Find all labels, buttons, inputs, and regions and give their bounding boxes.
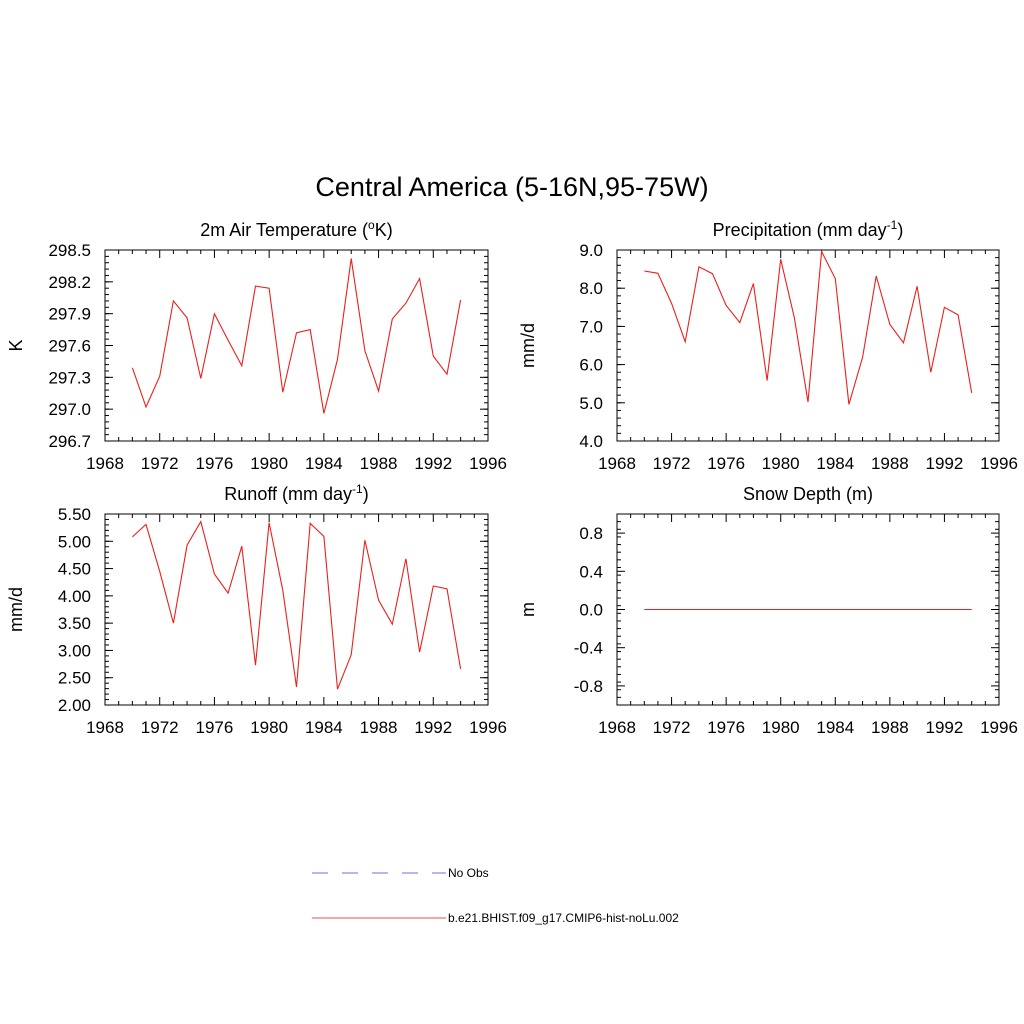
y-axis-label-runoff: mm/d [6, 587, 26, 632]
x-tick-label: 1992 [414, 718, 452, 737]
x-tick-label: 1980 [250, 718, 288, 737]
y-tick-label: 6.0 [579, 356, 603, 375]
figure-title: Central America (5-16N,95-75W) [315, 172, 708, 202]
panel-precipitation: Precipitation (mm day-1) mm/d 1968 1972 1976… [518, 218, 1018, 473]
y-tick-label: 4.00 [58, 587, 91, 606]
legend-label-model: b.e21.BHIST.f09_g17.CMIP6-hist-noLu.002 [448, 911, 679, 925]
x-tick-label: 1992 [926, 454, 964, 473]
legend-label-no-obs: No Obs [448, 866, 489, 880]
panels: 2m Air Temperature (oK) K 1968 1972 1976 1980… [6, 218, 1018, 737]
plot-frame [104, 513, 489, 706]
y-tick-label: 9.0 [579, 241, 603, 260]
x-tick-label: 1968 [86, 454, 124, 473]
x-tick-label: 1980 [762, 718, 800, 737]
y-tick-label: 2.00 [58, 696, 91, 715]
x-tick-label: 1988 [871, 718, 909, 737]
series-line-precipitation [644, 249, 973, 405]
x-tick-label: 1984 [305, 454, 343, 473]
x-tick-label: 1996 [469, 454, 507, 473]
y-axis-label-snow-depth: m [518, 602, 538, 617]
series-line-runoff [132, 520, 462, 690]
plot-frame [616, 249, 1000, 442]
y-tick-label: 5.00 [58, 532, 91, 551]
x-tick-label: 1972 [141, 718, 179, 737]
x-tick-label: 1976 [707, 454, 745, 473]
panel-title-precipitation: Precipitation (mm day-1) [713, 218, 904, 240]
x-tick-label: 1976 [196, 718, 234, 737]
panel-title-runoff: Runoff (mm day-1) [224, 482, 368, 504]
y-tick-label: 3.00 [58, 641, 91, 660]
y-axis-label-temperature: K [6, 339, 26, 351]
y-tick-label: 297.9 [48, 305, 91, 324]
x-tick-label: 1988 [871, 454, 909, 473]
x-tick-label: 1968 [598, 718, 636, 737]
x-tick-label: 1968 [598, 454, 636, 473]
y-tick-label: 297.6 [48, 337, 91, 356]
x-tick-label: 1976 [196, 454, 234, 473]
x-tick-label: 1972 [653, 454, 691, 473]
y-tick-label: 2.50 [58, 669, 91, 688]
x-tick-label: 1972 [653, 718, 691, 737]
y-tick-label: 0.0 [579, 601, 603, 620]
x-tick-label: 1972 [141, 454, 179, 473]
y-tick-label: 3.50 [58, 614, 91, 633]
x-tick-label: 1984 [816, 718, 854, 737]
panel-temperature: 2m Air Temperature (oK) K 1968 1972 1976 1980… [6, 218, 507, 473]
panel-title-temperature: 2m Air Temperature (oK) [200, 218, 392, 240]
x-tick-label: 1988 [360, 718, 398, 737]
x-tick-label: 1984 [305, 718, 343, 737]
y-tick-label: 5.50 [58, 505, 91, 524]
y-tick-label: 297.0 [48, 400, 91, 419]
y-tick-label: 4.0 [579, 432, 603, 451]
x-tick-label: 1988 [360, 454, 398, 473]
x-tick-label: 1968 [86, 718, 124, 737]
y-tick-label: 298.2 [48, 273, 91, 292]
panel-title-snow-depth: Snow Depth (m) [743, 484, 873, 504]
x-tick-label: 1996 [980, 718, 1018, 737]
x-tick-label: 1976 [707, 718, 745, 737]
x-tick-label: 1996 [469, 718, 507, 737]
x-tick-label: 1992 [926, 718, 964, 737]
y-tick-label: 298.5 [48, 241, 91, 260]
y-axis-label-precipitation: mm/d [518, 323, 538, 368]
y-tick-label: 296.7 [48, 432, 91, 451]
panel-snow-depth: Snow Depth (m) m 1968 1972 1976 1980 1984 1988 1… [518, 484, 1018, 737]
series-line-temperature [131, 258, 462, 414]
legend: No Obs b.e21.BHIST.f09_g17.CMIP6-hist-no… [312, 866, 679, 925]
panel-runoff: Runoff (mm day-1) mm/d 1968 1972 1976 1980 198… [6, 482, 507, 737]
plot-frame [104, 249, 489, 442]
x-tick-label: 1980 [762, 454, 800, 473]
y-tick-label: 297.3 [48, 368, 91, 387]
y-tick-label: -0.4 [574, 639, 603, 658]
x-tick-label: 1980 [250, 454, 288, 473]
y-tick-label: 5.0 [579, 394, 603, 413]
y-tick-label: -0.8 [574, 677, 603, 696]
x-tick-label: 1996 [980, 454, 1018, 473]
y-tick-label: 0.8 [579, 524, 603, 543]
y-tick-label: 0.4 [579, 562, 603, 581]
x-tick-label: 1992 [414, 454, 452, 473]
y-tick-label: 4.50 [58, 560, 91, 579]
y-tick-label: 7.0 [579, 317, 603, 336]
x-tick-label: 1984 [816, 454, 854, 473]
y-tick-label: 8.0 [579, 279, 603, 298]
